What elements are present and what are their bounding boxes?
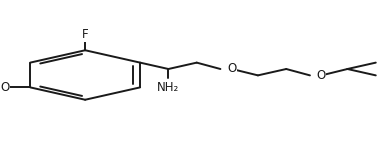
Text: O: O xyxy=(1,81,10,94)
Text: NH₂: NH₂ xyxy=(157,81,180,94)
Text: O: O xyxy=(227,63,236,75)
Text: F: F xyxy=(82,28,89,41)
Text: O: O xyxy=(317,69,326,82)
